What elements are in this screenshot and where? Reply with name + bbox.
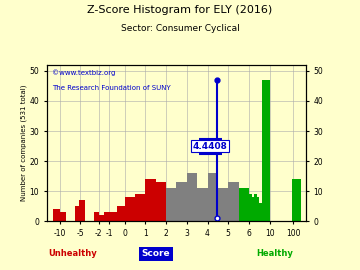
Bar <box>252 197 254 221</box>
Bar <box>94 212 99 221</box>
Bar <box>53 209 60 221</box>
Text: Unhealthy: Unhealthy <box>48 249 97 258</box>
Bar <box>218 188 228 221</box>
Bar <box>257 197 259 221</box>
Bar <box>176 182 187 221</box>
Text: The Research Foundation of SUNY: The Research Foundation of SUNY <box>52 85 171 91</box>
Bar <box>60 212 66 221</box>
Bar <box>265 200 267 221</box>
Text: Sector: Consumer Cyclical: Sector: Consumer Cyclical <box>121 24 239 33</box>
Text: ©www.textbiz.org: ©www.textbiz.org <box>52 69 115 76</box>
Bar <box>80 200 85 221</box>
Bar <box>228 182 239 221</box>
Bar <box>166 188 176 221</box>
Y-axis label: Number of companies (531 total): Number of companies (531 total) <box>20 85 27 201</box>
Bar <box>262 197 265 221</box>
Text: Z-Score Histogram for ELY (2016): Z-Score Histogram for ELY (2016) <box>87 5 273 15</box>
Bar <box>125 197 135 221</box>
Bar <box>292 179 301 221</box>
Bar <box>239 188 249 221</box>
Text: Score: Score <box>141 249 170 258</box>
Bar <box>259 203 262 221</box>
Bar <box>156 182 166 221</box>
Bar <box>249 194 252 221</box>
Bar <box>197 188 207 221</box>
Bar <box>187 173 197 221</box>
Bar <box>117 206 125 221</box>
Bar <box>109 212 117 221</box>
Bar <box>135 194 145 221</box>
Bar <box>254 194 257 221</box>
Text: Healthy: Healthy <box>256 249 293 258</box>
Bar <box>262 80 270 221</box>
Bar <box>104 212 109 221</box>
Text: 4.4408: 4.4408 <box>193 141 228 151</box>
Bar <box>145 179 156 221</box>
Bar <box>99 215 104 221</box>
Bar <box>75 206 80 221</box>
Bar <box>207 173 218 221</box>
Bar <box>267 203 270 221</box>
